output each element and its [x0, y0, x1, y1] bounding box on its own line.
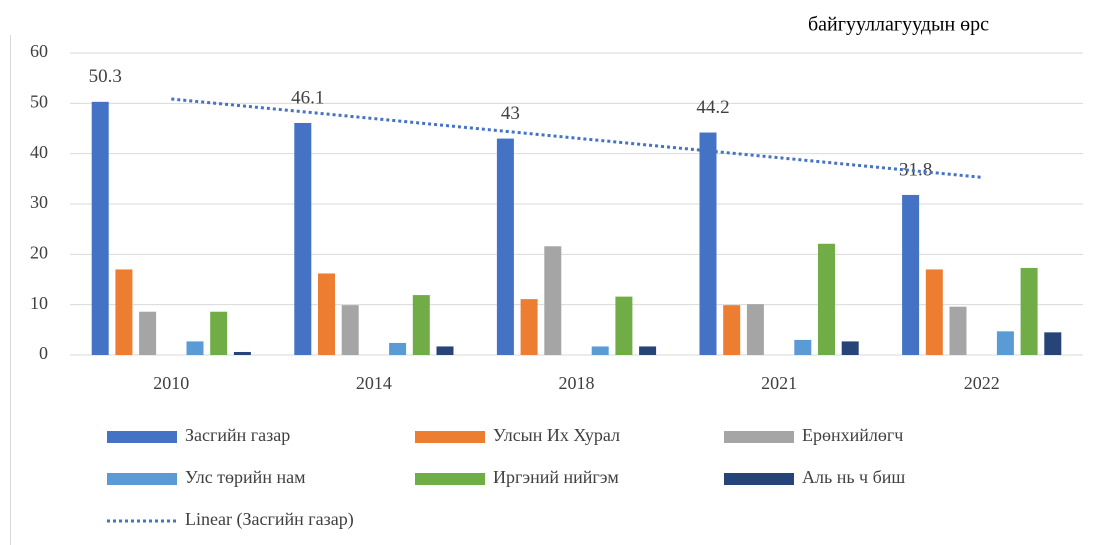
legend-label: Иргэний нийгэм: [493, 467, 619, 487]
legend-swatch: [724, 473, 794, 485]
trendline: [171, 97, 982, 179]
x-tick-label: 2010: [153, 373, 189, 393]
bar: [520, 299, 538, 355]
bar: [496, 138, 514, 355]
bar: [115, 269, 133, 355]
bar: [902, 194, 920, 355]
bar: [544, 246, 562, 355]
bar: [746, 304, 764, 355]
legend-label: Аль нь ч биш: [802, 467, 905, 487]
bar: [233, 351, 251, 355]
legend-label: Улс төрийн нам: [185, 467, 305, 487]
bar: [794, 339, 812, 355]
bar: [699, 132, 717, 355]
x-tick-label: 2022: [964, 373, 1000, 393]
data-label: 50.3: [89, 66, 122, 87]
y-tick-label: 10: [30, 293, 48, 313]
y-tick-label: 20: [30, 242, 48, 262]
data-label: 43: [501, 103, 520, 124]
bar: [591, 346, 609, 355]
legend-swatch: [107, 473, 177, 485]
bar: [436, 346, 454, 355]
y-tick-label: 60: [30, 41, 48, 61]
bar: [949, 306, 967, 355]
y-tick-label: 30: [30, 192, 48, 212]
legend-label: Linear (Засгийн газар): [185, 509, 354, 530]
bar: [91, 101, 109, 355]
bar: [639, 346, 657, 355]
x-tick-label: 2018: [559, 373, 595, 393]
legend-label: Ерөнхийлөгч: [802, 425, 903, 445]
data-label: 44.2: [696, 97, 729, 118]
bar: [723, 305, 741, 355]
bar: [996, 331, 1014, 355]
bar: [318, 273, 335, 355]
bar: [294, 122, 312, 355]
data-label: 31.8: [899, 159, 932, 180]
bar: [841, 341, 859, 355]
y-tick-label: 0: [39, 343, 48, 363]
legend-swatch: [724, 431, 794, 443]
bar: [1044, 332, 1062, 355]
bar: [615, 296, 633, 355]
bar: [341, 305, 359, 355]
bar: [139, 311, 157, 355]
bar: [925, 269, 943, 355]
bar: [818, 243, 835, 355]
annotation: байгууллагуудын өрс: [808, 14, 989, 36]
x-tick-label: 2014: [356, 373, 392, 393]
legend-swatch: [415, 431, 485, 443]
bar: [186, 341, 204, 355]
legend-label: Засгийн газар: [185, 425, 290, 445]
y-tick-label: 40: [30, 142, 48, 162]
x-tick-label: 2021: [761, 373, 797, 393]
bar: [412, 295, 430, 355]
bar: [1020, 267, 1038, 355]
data-label: 46.1: [291, 87, 324, 108]
legend-swatch: [415, 473, 485, 485]
bar: [389, 342, 407, 355]
y-tick-label: 50: [30, 91, 48, 111]
legend-swatch: [107, 431, 177, 443]
legend-label: Улсын Их Хурал: [493, 425, 620, 445]
bar: [210, 311, 228, 355]
